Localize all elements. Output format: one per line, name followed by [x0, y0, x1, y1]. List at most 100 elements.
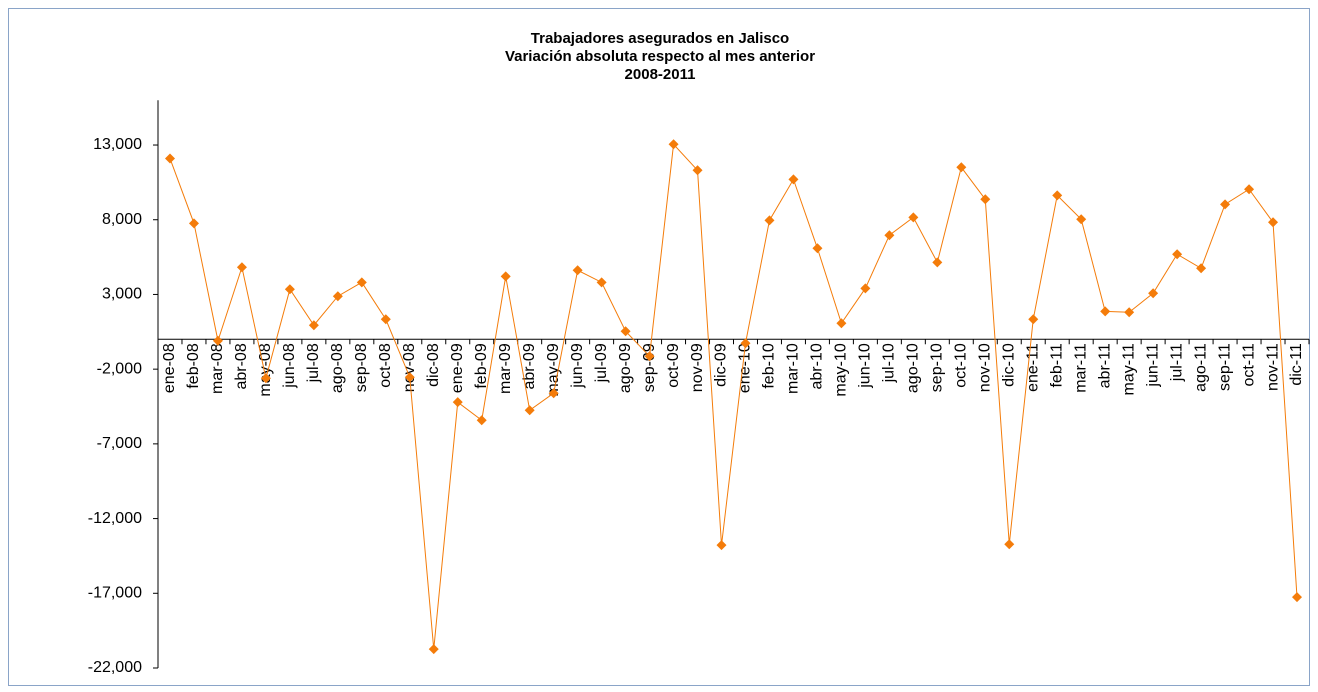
x-tick-label: sep-08: [353, 343, 370, 392]
data-point: [500, 271, 511, 282]
data-point: [308, 320, 319, 331]
data-point: [380, 314, 391, 325]
data-point: [572, 265, 583, 276]
data-point: [332, 291, 343, 302]
data-point: [908, 212, 919, 223]
data-point: [284, 284, 295, 295]
x-tick-label: ene-08: [161, 343, 178, 393]
x-tick-label: abr-11: [1096, 343, 1113, 388]
y-tick-label: -2,000: [97, 360, 142, 377]
x-tick-label: sep-09: [641, 343, 658, 392]
data-point: [404, 372, 415, 383]
x-tick-label: mar-10: [785, 343, 802, 394]
data-point: [548, 388, 559, 399]
x-tick-label: jul-09: [593, 343, 610, 383]
data-point: [668, 139, 679, 150]
data-point: [188, 218, 199, 229]
y-tick-label: -22,000: [88, 659, 142, 676]
x-tick-label: oct-09: [665, 343, 682, 388]
y-tick-label: -12,000: [88, 510, 142, 527]
data-point: [644, 351, 655, 362]
data-point: [260, 373, 271, 384]
data-point: [956, 162, 967, 173]
x-tick-label: may-09: [545, 343, 562, 396]
data-point: [164, 153, 175, 164]
x-tick-label: ago-11: [1192, 343, 1209, 392]
x-tick-label: may-11: [1120, 343, 1137, 395]
x-tick-label: jun-08: [281, 343, 298, 389]
x-tick-label: nov-08: [401, 343, 418, 392]
y-tick-label: 8,000: [102, 211, 142, 228]
data-point: [1220, 199, 1231, 210]
x-tick-label: jun-09: [569, 343, 586, 389]
data-point: [1268, 217, 1279, 228]
data-point: [212, 335, 223, 346]
x-tick-label: mar-09: [497, 343, 514, 394]
data-point: [1100, 306, 1111, 317]
chart-subtitle: Variación absoluta respecto al mes anter…: [505, 48, 815, 65]
x-tick-label: abr-10: [809, 343, 826, 389]
x-tick-label: feb-09: [473, 343, 490, 388]
x-tick-label: oct-10: [953, 343, 970, 388]
x-tick-label: sep-10: [929, 343, 946, 392]
x-tick-label: ago-10: [905, 343, 922, 393]
data-point: [788, 174, 799, 185]
data-point: [836, 318, 847, 329]
data-point: [620, 326, 631, 337]
x-tick-label: ago-09: [617, 343, 634, 393]
x-tick-label: feb-08: [185, 343, 202, 388]
data-point: [1124, 307, 1135, 318]
y-tick-label: -17,000: [88, 585, 142, 602]
y-tick-label: -7,000: [97, 435, 142, 452]
x-tick-label: mar-08: [209, 343, 226, 394]
data-point: [932, 257, 943, 268]
x-tick-label: abr-08: [233, 343, 250, 389]
chart-title: Trabajadores asegurados en Jalisco: [531, 30, 789, 47]
data-point: [476, 415, 487, 426]
data-point: [1076, 214, 1087, 225]
x-tick-label: ene-11: [1024, 343, 1041, 392]
data-point: [980, 194, 991, 205]
x-tick-label: ene-10: [737, 343, 754, 393]
data-point: [1244, 184, 1255, 195]
x-tick-label: jul-11: [1168, 343, 1185, 382]
chart-border: [8, 8, 1310, 686]
x-tick-label: may-10: [833, 343, 850, 396]
data-point: [1196, 263, 1207, 274]
y-tick-label: 13,000: [93, 136, 142, 153]
x-tick-label: nov-11: [1264, 343, 1281, 391]
data-point: [764, 215, 775, 226]
data-point: [524, 405, 535, 416]
data-point: [812, 243, 823, 254]
data-point: [596, 277, 607, 288]
x-tick-label: nov-10: [977, 343, 994, 392]
x-tick-label: nov-09: [689, 343, 706, 392]
x-tick-label: jul-08: [305, 343, 322, 383]
data-point: [692, 165, 703, 176]
x-tick-label: ago-08: [329, 343, 346, 393]
data-point: [1148, 288, 1159, 299]
x-tick-label: jul-10: [881, 343, 898, 383]
chart-subtitle: 2008-2011: [625, 66, 696, 83]
x-tick-label: oct-08: [377, 343, 394, 388]
data-point: [236, 262, 247, 273]
x-tick-label: dic-08: [425, 343, 442, 387]
x-tick-label: jun-10: [857, 343, 874, 389]
x-tick-label: mar-11: [1072, 343, 1089, 393]
data-point: [1004, 539, 1015, 550]
x-tick-label: ene-09: [449, 343, 466, 393]
x-tick-label: sep-11: [1216, 343, 1233, 391]
data-point: [1292, 592, 1303, 603]
data-point: [884, 230, 895, 241]
x-tick-label: dic-10: [1000, 343, 1017, 387]
data-point: [428, 644, 439, 655]
data-point: [1028, 314, 1039, 325]
data-point: [452, 397, 463, 408]
x-tick-label: feb-11: [1048, 343, 1065, 387]
x-tick-label: abr-09: [521, 343, 538, 389]
data-point: [716, 540, 727, 551]
x-tick-label: dic-11: [1288, 343, 1305, 385]
y-tick-label: 3,000: [102, 286, 142, 303]
x-tick-label: jun-11: [1144, 343, 1161, 387]
data-point: [1172, 249, 1183, 260]
